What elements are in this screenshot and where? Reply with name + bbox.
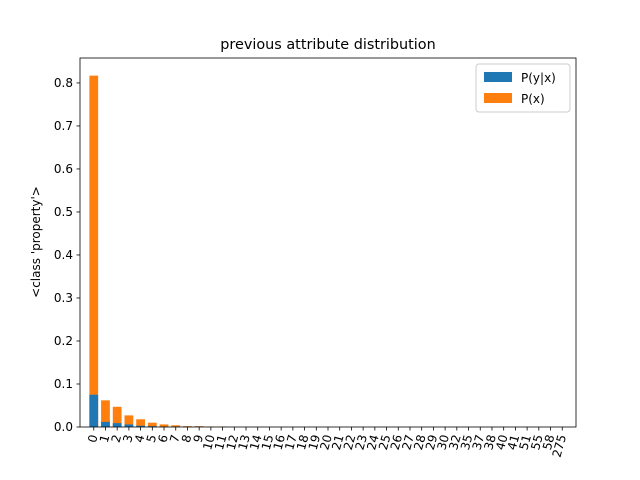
chart-title: previous attribute distribution — [220, 37, 435, 53]
y-tick-label-2: 0.2 — [54, 334, 73, 348]
bar-pyx-4 — [136, 425, 145, 427]
x-tick-label-14: 14 — [247, 433, 264, 451]
bar-pyx-0 — [89, 394, 99, 427]
x-tick-label-58: 58 — [540, 433, 557, 451]
x-tick-label-16: 16 — [271, 433, 288, 451]
bar-pyx-1 — [101, 421, 110, 427]
legend-label-px: P(x) — [521, 92, 545, 106]
x-tick-label-38: 38 — [481, 433, 498, 451]
bar-px-4 — [136, 419, 145, 427]
bar-px-1 — [101, 400, 110, 427]
x-tick-label-23: 23 — [353, 433, 370, 451]
bar-pyx-2 — [112, 423, 122, 427]
x-tick-label-19: 19 — [306, 433, 323, 451]
x-tick-label-7: 7 — [167, 433, 183, 444]
bar-px-3 — [124, 415, 134, 427]
x-tick-label-22: 22 — [341, 433, 358, 451]
y-axis-label: <class 'property'> — [29, 186, 43, 298]
x-tick-label-4: 4 — [132, 433, 148, 444]
bar-px-2 — [112, 406, 122, 427]
x-tick-label-11: 11 — [212, 433, 229, 451]
x-tick-label-25: 25 — [376, 433, 393, 451]
x-tick-label-30: 30 — [435, 433, 452, 451]
x-tick-label-10: 10 — [200, 433, 217, 451]
y-tick-label-5: 0.5 — [54, 205, 73, 219]
y-tick-label-7: 0.7 — [54, 119, 73, 133]
legend-swatch-pyx — [484, 72, 512, 82]
bar-px-0 — [89, 75, 99, 427]
x-tick-label-5: 5 — [144, 433, 160, 444]
x-tick-label-17: 17 — [282, 433, 299, 451]
x-tick-label-20: 20 — [317, 433, 334, 451]
y-axis: 0.0 0.1 0.2 0.3 0.4 0.5 0.6 0.7 0.8 — [54, 76, 80, 434]
x-tick-label-26: 26 — [388, 433, 405, 451]
x-tick-label-27: 27 — [399, 433, 416, 451]
y-tick-label-3: 0.3 — [54, 291, 73, 305]
x-tick-label-18: 18 — [294, 433, 311, 451]
y-tick-label-0: 0.0 — [54, 420, 73, 434]
x-tick-label-21: 21 — [329, 433, 346, 451]
x-tick-label-55: 55 — [528, 433, 545, 451]
y-tick-label-1: 0.1 — [54, 377, 73, 391]
y-tick-label-4: 0.4 — [54, 248, 73, 262]
plot-frame — [79, 57, 577, 428]
legend-swatch-px — [484, 93, 512, 103]
bar-px-5 — [147, 422, 157, 427]
x-tick-label-12: 12 — [224, 433, 241, 451]
x-tick-label-3: 3 — [120, 433, 136, 444]
x-tick-label-37: 37 — [470, 433, 487, 451]
x-tick-label-40: 40 — [493, 433, 510, 451]
x-tick-label-13: 13 — [235, 433, 252, 451]
bars-layer — [89, 75, 227, 427]
x-tick-label-275: 275 — [550, 433, 569, 459]
x-axis: 0123456789101112131415161718192021222324… — [85, 427, 569, 459]
x-tick-label-2: 2 — [109, 433, 125, 444]
x-tick-label-1: 1 — [97, 433, 113, 444]
x-tick-label-6: 6 — [155, 433, 171, 444]
x-tick-label-35: 35 — [458, 433, 475, 451]
y-tick-label-8: 0.8 — [54, 76, 73, 90]
x-tick-label-8: 8 — [179, 433, 195, 444]
x-tick-label-9: 9 — [191, 433, 207, 444]
legend: P(y|x) P(x) — [475, 63, 571, 113]
x-tick-label-32: 32 — [446, 433, 463, 451]
bar-pyx-5 — [147, 426, 157, 427]
x-tick-label-24: 24 — [364, 433, 381, 451]
bar-px-7 — [171, 425, 181, 427]
x-tick-label-51: 51 — [517, 433, 534, 451]
legend-label-pyx: P(y|x) — [521, 71, 556, 85]
x-tick-label-29: 29 — [423, 433, 440, 451]
x-tick-label-41: 41 — [505, 433, 522, 451]
x-tick-label-28: 28 — [411, 433, 428, 451]
y-tick-label-6: 0.6 — [54, 162, 73, 176]
bar-px-6 — [159, 424, 169, 427]
bar-pyx-3 — [124, 424, 134, 427]
x-tick-label-0: 0 — [85, 433, 101, 444]
x-tick-label-15: 15 — [259, 433, 276, 451]
